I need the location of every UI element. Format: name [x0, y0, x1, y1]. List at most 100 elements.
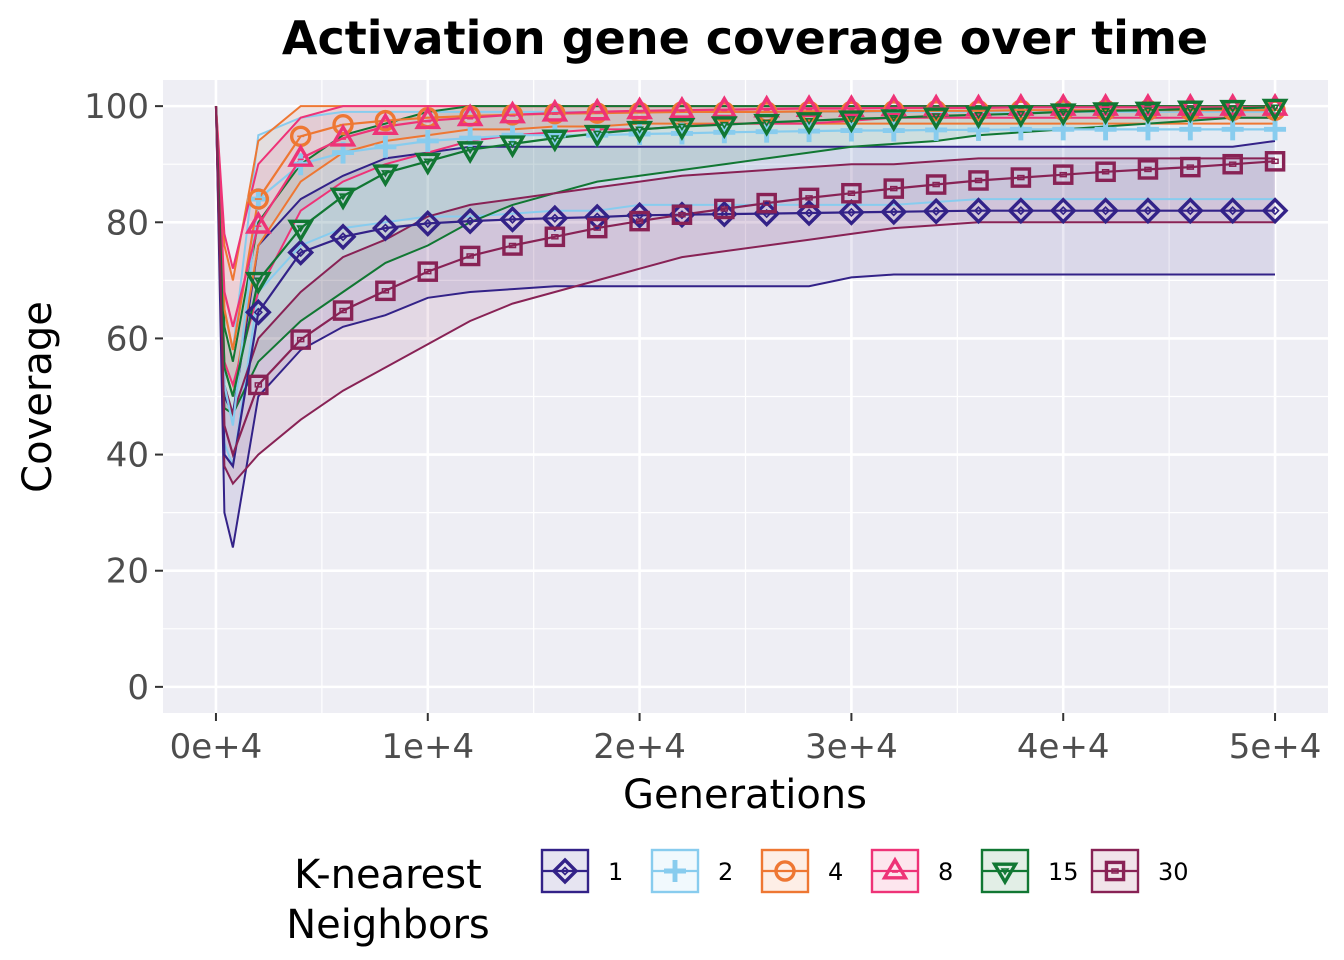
point-series-30 — [502, 235, 523, 256]
point-series-30 — [629, 210, 650, 232]
point-series-8 — [626, 96, 654, 120]
point-series-8 — [499, 100, 526, 124]
point-series-8 — [371, 112, 399, 135]
point-series-1 — [1219, 197, 1247, 225]
point-series-15 — [1049, 103, 1077, 127]
point-series-30 — [883, 178, 905, 199]
point-series-1 — [795, 199, 823, 227]
legend: K-nearest Neighbors 1 2 4 8 15 30 — [286, 848, 1189, 948]
point-series-15 — [922, 107, 950, 131]
x-tick-label: 2e+4 — [593, 727, 686, 767]
point-series-8 — [837, 94, 865, 117]
point-series-15 — [1134, 101, 1162, 125]
legend-marker-4 — [774, 860, 796, 882]
point-series-15 — [1092, 102, 1120, 126]
point-series-15 — [499, 135, 526, 159]
point-series-30 — [248, 374, 269, 396]
point-series-2 — [459, 127, 482, 150]
upper-edge-series-1 — [215, 106, 1276, 418]
point-series-1 — [329, 223, 357, 251]
point-series-30 — [714, 198, 735, 220]
point-series-15 — [287, 219, 315, 243]
point-series-15 — [795, 112, 823, 136]
legend-marker-30 — [1104, 860, 1126, 882]
legend-item-8: 8 — [870, 848, 953, 894]
legend-label: 4 — [828, 858, 843, 886]
point-series-30 — [459, 245, 481, 267]
point-series-1 — [965, 197, 992, 225]
legend-label: 15 — [1048, 858, 1079, 886]
x-tick-label: 3e+4 — [805, 727, 898, 767]
point-series-15 — [456, 141, 484, 165]
line-series-2 — [214, 106, 1275, 426]
x-tick-label: 5e+4 — [1229, 727, 1322, 767]
point-series-15 — [583, 124, 611, 148]
x-tick-label: 4e+4 — [1017, 727, 1110, 767]
legend-marker-2 — [664, 860, 686, 882]
point-series-30 — [798, 187, 820, 209]
band-series-2 — [216, 106, 1275, 467]
y-tick-label: 100 — [84, 87, 149, 127]
point-series-1 — [922, 197, 950, 225]
point-series-1 — [1261, 197, 1289, 225]
point-series-1 — [372, 214, 399, 242]
y-axis: 0 20 40 60 80 100 — [84, 87, 163, 708]
point-series-30 — [968, 170, 989, 191]
legend-label: 2 — [718, 858, 733, 886]
point-series-30 — [925, 174, 947, 195]
legend-item-2: 2 — [650, 848, 733, 894]
y-tick-label: 80 — [106, 203, 149, 243]
point-series-2 — [1264, 118, 1287, 141]
point-series-15 — [371, 164, 399, 188]
point-series-30 — [756, 192, 777, 214]
point-series-30 — [332, 300, 354, 321]
legend-item-4: 4 — [760, 848, 843, 894]
lower-edge-series-1 — [215, 106, 1275, 548]
point-series-15 — [329, 187, 357, 211]
legend-marker-8 — [881, 856, 909, 880]
point-series-1 — [287, 239, 315, 266]
point-series-4 — [247, 188, 270, 210]
legend-marker-15 — [991, 862, 1019, 886]
point-series-8 — [414, 106, 442, 130]
legend-label: 1 — [608, 858, 623, 886]
point-series-1 — [1176, 197, 1204, 225]
point-series-15 — [414, 152, 442, 176]
point-series-8 — [880, 93, 908, 117]
lower-edge-series-15 — [215, 106, 1275, 416]
point-series-30 — [544, 226, 566, 248]
upper-edge-series-15 — [215, 105, 1275, 362]
series-markers — [244, 92, 1289, 396]
lower-edge-series-2 — [215, 106, 1275, 467]
point-series-1 — [244, 298, 272, 326]
point-series-30 — [1180, 156, 1201, 178]
point-series-30 — [1010, 167, 1032, 188]
legend-title: K-nearest Neighbors — [286, 852, 490, 948]
x-tick-label: 0e+4 — [170, 727, 263, 767]
band-series-30 — [216, 106, 1275, 484]
y-tick-label: 20 — [106, 552, 149, 592]
point-series-1 — [1092, 197, 1119, 225]
point-series-2 — [374, 135, 397, 158]
band-series-8 — [216, 106, 1275, 385]
point-series-15 — [668, 117, 696, 141]
point-series-15 — [880, 109, 908, 133]
point-series-15 — [753, 113, 781, 137]
point-series-8 — [668, 95, 696, 119]
point-series-1 — [1049, 197, 1077, 225]
point-series-30 — [290, 329, 311, 350]
point-series-15 — [1261, 98, 1289, 122]
x-axis-title: Generations — [623, 772, 867, 818]
point-series-15 — [1007, 105, 1035, 129]
grid-lines — [163, 80, 1328, 713]
point-series-1 — [880, 198, 908, 226]
point-series-8 — [541, 98, 569, 122]
x-axis: 0e+4 1e+4 2e+4 3e+4 4e+4 5e+4 — [170, 713, 1322, 767]
point-series-15 — [710, 116, 738, 140]
point-series-15 — [1176, 100, 1204, 124]
point-series-30 — [1137, 159, 1159, 180]
line-series-1 — [214, 106, 1275, 469]
legend-label: 8 — [938, 858, 953, 886]
point-series-30 — [375, 280, 396, 302]
point-series-30 — [671, 204, 693, 226]
